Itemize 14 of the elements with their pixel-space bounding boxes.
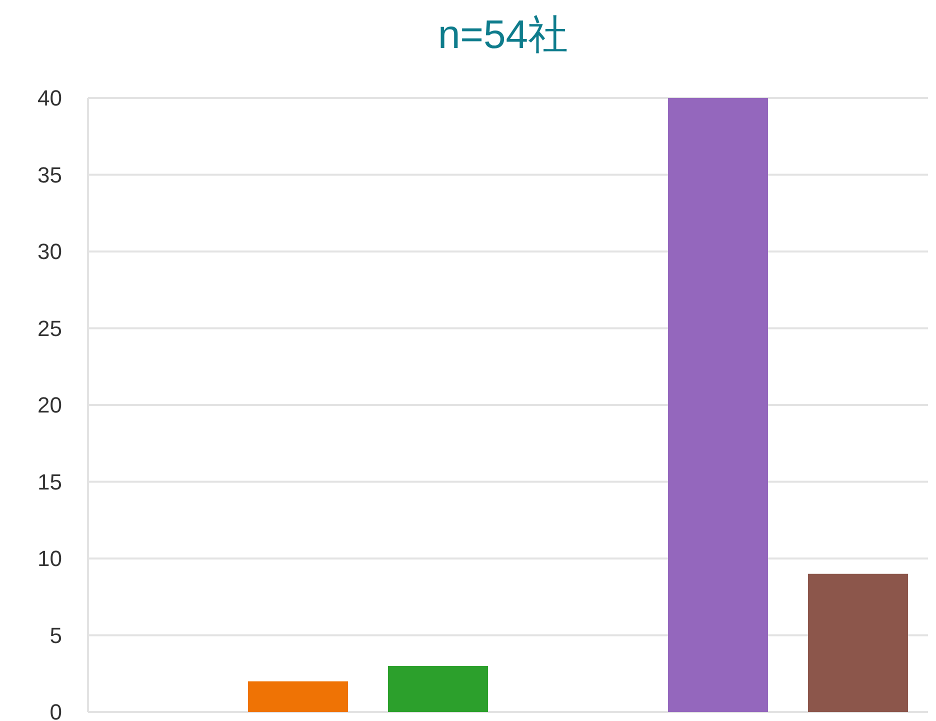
y-tick-label: 40: [38, 86, 62, 110]
y-tick-label: 0: [50, 700, 62, 721]
bar: [248, 681, 348, 712]
y-tick-label: 35: [38, 162, 62, 188]
y-tick-label: 5: [50, 622, 62, 648]
y-tick-label: 15: [38, 469, 62, 494]
y-tick-label: 25: [38, 316, 62, 341]
y-tick-label: 10: [38, 546, 62, 571]
y-tick-label: 20: [38, 392, 62, 418]
chart-title: n=54社: [438, 13, 568, 57]
bar: [808, 574, 908, 712]
y-tick-label: 30: [38, 239, 62, 264]
bar: [668, 98, 768, 712]
bar: [388, 666, 488, 712]
